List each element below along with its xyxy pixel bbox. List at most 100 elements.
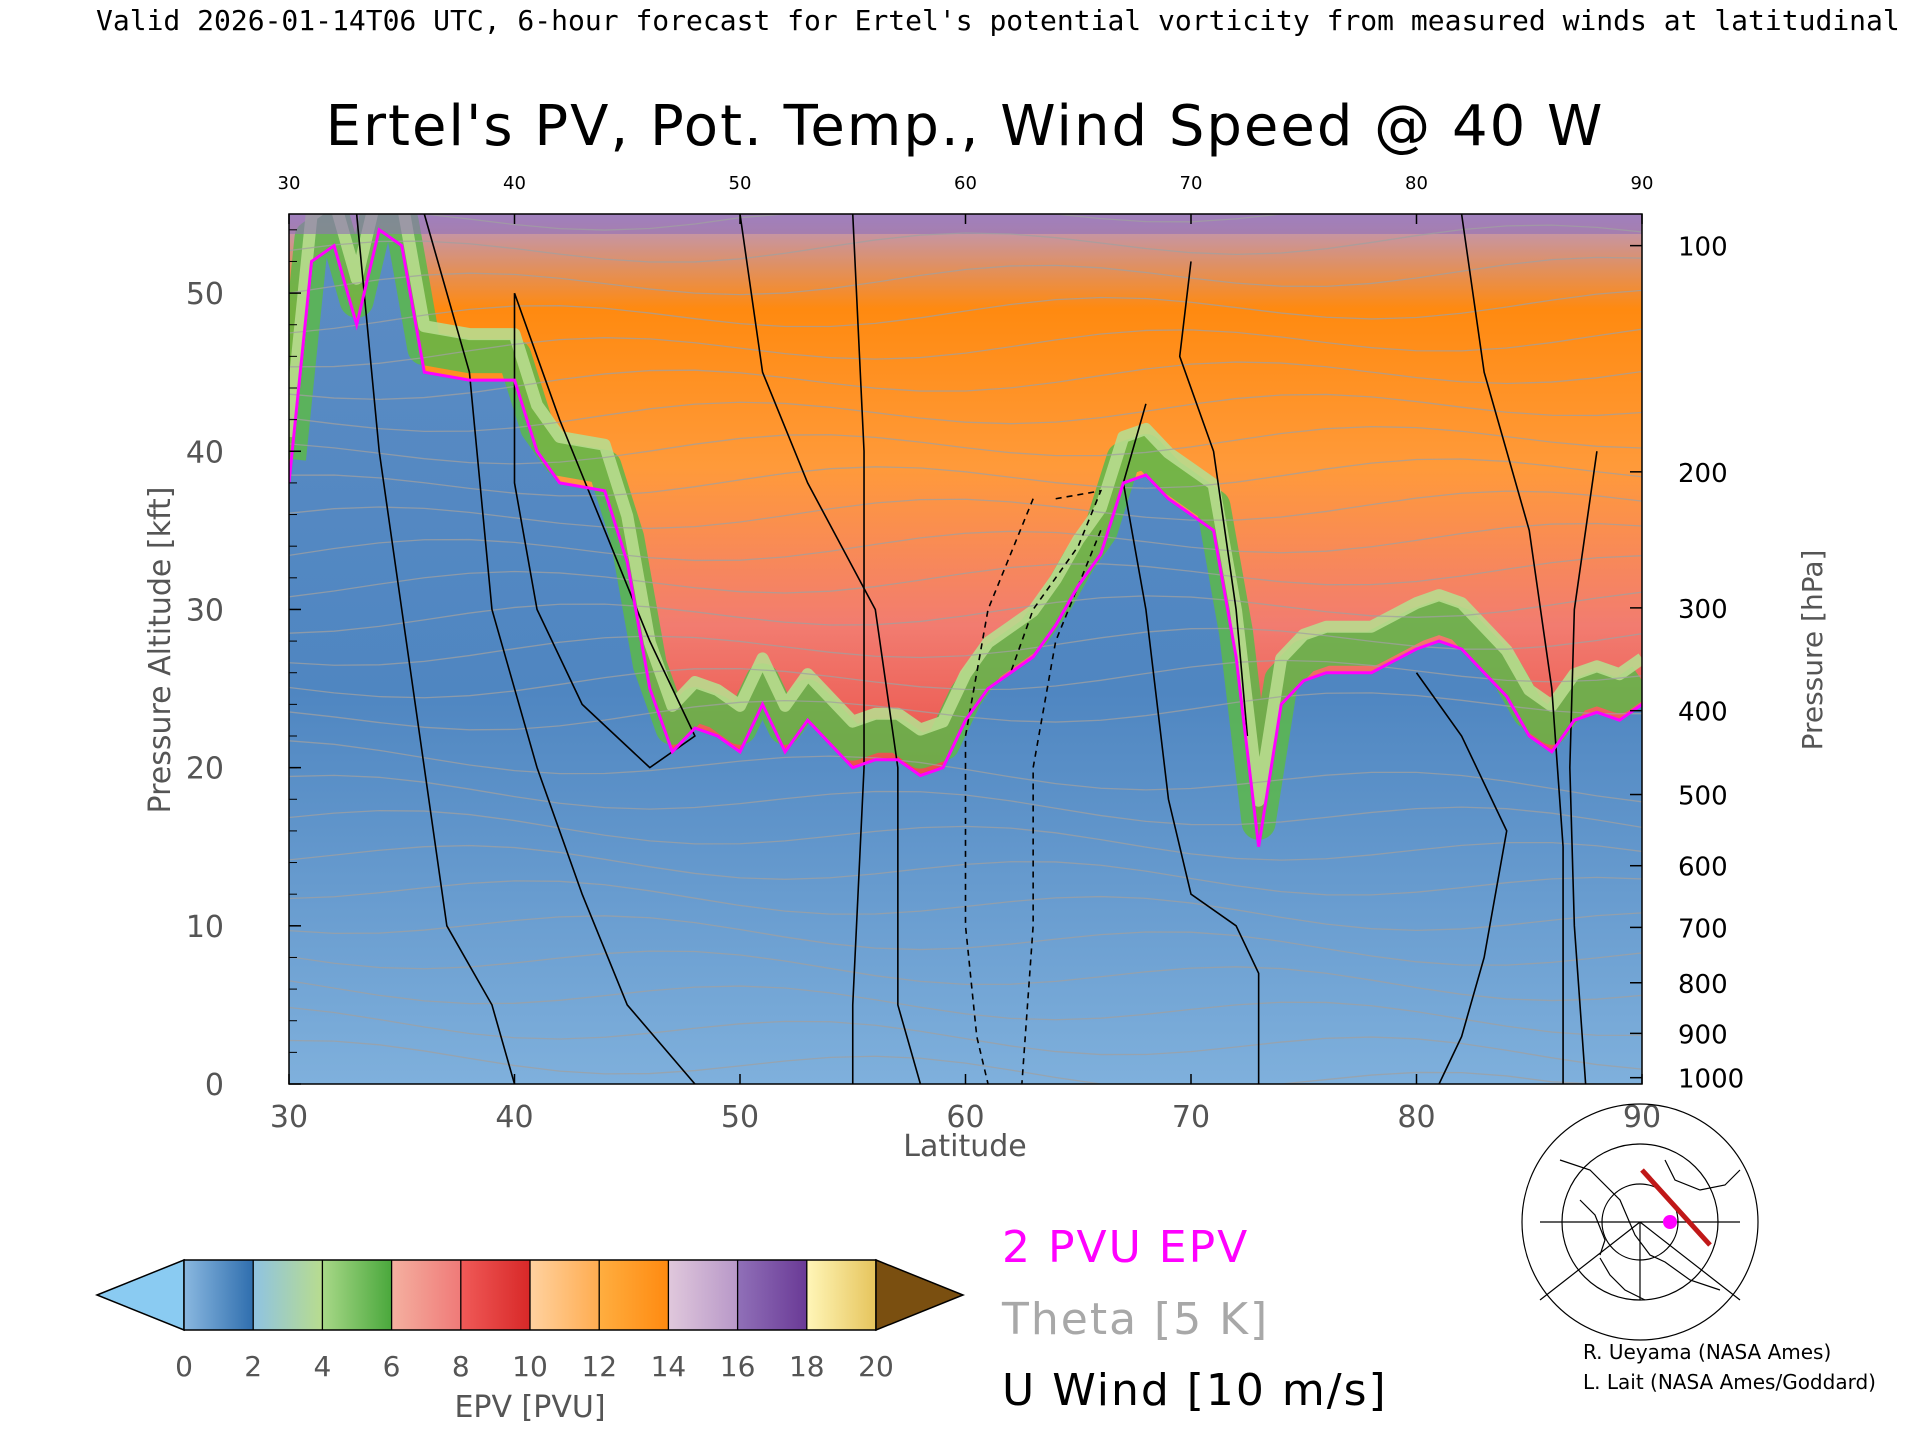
map-coastline	[1664, 1159, 1741, 1191]
x-axis-top: 30 40 50 60 70 80 90	[278, 173, 1654, 224]
u-wind-contour	[1021, 530, 1102, 1084]
map-location-marker	[1663, 1215, 1677, 1229]
theta-contour	[289, 555, 1642, 598]
theta-contour	[289, 591, 1642, 634]
pressure-tick-label: 500	[1678, 782, 1728, 812]
colorbar-label: EPV [PVU]	[454, 1390, 605, 1425]
map-meridian	[1539, 1221, 1641, 1301]
x-top-tick-label: 50	[729, 173, 752, 194]
y-tick-label: 30	[186, 593, 224, 628]
x-tick-label: 90	[1623, 1100, 1661, 1135]
x-top-tick-label: 40	[503, 173, 526, 194]
map-latitude-ring	[1521, 1103, 1759, 1341]
u-wind-contour	[1178, 261, 1249, 737]
pressure-tick-label: 300	[1678, 595, 1728, 625]
theta-contour	[289, 950, 1642, 1002]
colorbar: 0 2 4 6 8 10 12 14 16 18 20 EPV [PVU]	[94, 1258, 966, 1425]
map-coastline	[1559, 1159, 1721, 1291]
u-wind-contour	[1569, 451, 1598, 1084]
theta-contour	[289, 915, 1642, 966]
y-axis-left-label: Pressure Altitude [kft]	[143, 487, 178, 814]
y-tick-label: 10	[186, 910, 224, 945]
y-tick-label: 20	[186, 752, 224, 787]
legend: 2 PVU EPV Theta [5 K] U Wind [10 m/s]	[1001, 1222, 1388, 1416]
credit-line-2: L. Lait (NASA Ames/Goddard)	[1583, 1370, 1876, 1394]
theta-contour	[289, 627, 1642, 666]
theta-contour	[289, 224, 1642, 263]
credit-line-1: R. Ueyama (NASA Ames)	[1583, 1340, 1831, 1364]
pvu2-contour-line	[289, 227, 1642, 847]
theta-contour	[289, 980, 1642, 1036]
x-tick-label: 50	[721, 1100, 759, 1135]
y-tick-label: 40	[186, 435, 224, 470]
u-wind-contour	[1122, 403, 1260, 1084]
colorbar-tick-label: 16	[720, 1350, 756, 1383]
plot-area	[289, 214, 1642, 1084]
legend-uwind: U Wind [10 m/s]	[1002, 1365, 1388, 1416]
pressure-tick-label: 600	[1678, 853, 1728, 883]
x-top-tick-label: 90	[1631, 173, 1654, 194]
colorbar-tick-label: 10	[512, 1350, 548, 1383]
map-meridian	[1639, 1221, 1741, 1301]
map-section-line	[1640, 1168, 1712, 1247]
y-tick-label: 0	[205, 1068, 224, 1103]
pressure-tick-label: 1000	[1678, 1065, 1744, 1095]
colorbar-tick-label: 12	[581, 1350, 617, 1383]
x-tick-label: 30	[270, 1100, 308, 1135]
theta-contour	[289, 740, 1642, 803]
theta-contour	[289, 774, 1642, 829]
u-wind-contour	[1415, 672, 1508, 1084]
y-axis-right-label: Pressure [hPa]	[1796, 550, 1829, 751]
colorbar-over-triangle	[875, 1258, 966, 1332]
y-axis-left: 0 10 20 30 40 50	[186, 229, 301, 1103]
map-coastline	[1579, 1199, 1606, 1256]
x-tick-label: 70	[1172, 1100, 1210, 1135]
legend-theta: Theta [5 K]	[1001, 1294, 1269, 1345]
theta-contour	[289, 522, 1642, 562]
legend-pvu: 2 PVU EPV	[1002, 1222, 1249, 1273]
theta-contour	[289, 1039, 1642, 1084]
colorbar-tick-label: 8	[452, 1350, 470, 1383]
theta-contour	[289, 692, 1642, 731]
y-tick-label: 50	[186, 277, 224, 312]
x-tick-label: 40	[495, 1100, 533, 1135]
inset-map	[1521, 1103, 1759, 1341]
u-wind-contour	[851, 214, 865, 1084]
header-caption: Valid 2026-01-14T06 UTC, 6-hour forecast…	[96, 4, 1920, 37]
x-top-tick-label: 30	[278, 173, 301, 194]
pressure-tick-label: 900	[1678, 1020, 1728, 1050]
x-top-tick-label: 70	[1180, 173, 1203, 194]
pressure-tick-label: 400	[1678, 698, 1728, 728]
theta-contour	[289, 490, 1642, 530]
theta-contour	[289, 256, 1642, 296]
pressure-tick-label: 100	[1678, 233, 1728, 263]
colorbar-under-triangle	[94, 1258, 185, 1332]
u-wind-contour	[423, 214, 696, 1084]
colorbar-tick-label: 0	[175, 1350, 193, 1383]
theta-contour	[289, 214, 1642, 231]
pressure-tick-label: 700	[1678, 914, 1728, 944]
u-wind-contour	[964, 498, 1034, 1084]
colorbar-tick-label: 6	[383, 1350, 401, 1383]
u-wind-contours	[355, 214, 1598, 1084]
pressure-tick-label: 200	[1678, 459, 1728, 489]
theta-contour	[289, 1006, 1642, 1070]
theta-contour	[289, 458, 1642, 497]
x-tick-label: 80	[1397, 1100, 1435, 1135]
u-wind-contour	[739, 214, 922, 1084]
u-wind-contour	[1460, 214, 1564, 1084]
x-axis-bottom: 30 40 50 60 70 80 90	[270, 1074, 1661, 1135]
x-top-tick-label: 80	[1405, 173, 1428, 194]
colorbar-tick-label: 4	[313, 1350, 331, 1383]
x-top-tick-label: 60	[954, 173, 977, 194]
pressure-tick-label: 800	[1678, 970, 1728, 1000]
x-axis-label: Latitude	[903, 1129, 1026, 1164]
u-wind-contour	[355, 214, 516, 1084]
colorbar-tick-label: 14	[651, 1350, 687, 1383]
pv-transition-band	[289, 214, 1642, 840]
x-tick-label: 60	[946, 1100, 984, 1135]
y-axis-right: 100 200 300 400 500 600 700 800 900 1000	[1630, 233, 1744, 1095]
map-coastline	[1599, 1257, 1646, 1301]
colorbar-tick-label: 2	[244, 1350, 262, 1383]
